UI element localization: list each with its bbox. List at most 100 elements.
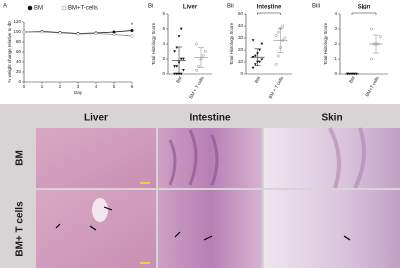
y-tick-label: 80 bbox=[16, 39, 22, 44]
point bbox=[182, 69, 185, 72]
point bbox=[175, 65, 179, 68]
y-axis-label: Total Histology Score bbox=[229, 22, 234, 65]
point bbox=[253, 63, 257, 66]
scale-bar bbox=[140, 262, 150, 264]
point bbox=[173, 65, 176, 68]
point bbox=[276, 30, 280, 34]
y-tick-label: 30 bbox=[238, 35, 244, 40]
point bbox=[378, 35, 382, 38]
point bbox=[195, 42, 199, 46]
y-tick-label: 0 bbox=[162, 71, 165, 76]
panel-label: A bbox=[3, 4, 7, 10]
point bbox=[182, 57, 185, 61]
x-tick-label: BM + T cells bbox=[188, 75, 205, 100]
histology-images bbox=[36, 127, 400, 268]
legend-marker bbox=[27, 5, 33, 11]
point bbox=[173, 72, 176, 76]
point bbox=[179, 27, 183, 31]
image bbox=[36, 128, 156, 188]
y-tick-label: 8 bbox=[162, 11, 165, 16]
image bbox=[158, 190, 262, 268]
point bbox=[260, 58, 264, 61]
legend-label: BM+T-cells bbox=[68, 6, 98, 12]
point bbox=[253, 54, 257, 58]
y-tick-label: 3 bbox=[334, 26, 337, 31]
point bbox=[281, 24, 285, 28]
y-tick-label: 120 bbox=[13, 19, 21, 24]
error-bar bbox=[373, 34, 379, 54]
y-tick-label: 4 bbox=[334, 11, 337, 16]
y-tick-label: 0 bbox=[334, 71, 337, 76]
point bbox=[370, 57, 374, 61]
villi bbox=[168, 129, 219, 186]
point bbox=[251, 66, 255, 70]
y-axis-label: Total Histology Score bbox=[323, 22, 328, 65]
point bbox=[258, 48, 262, 52]
vessel bbox=[92, 198, 108, 222]
error-bar bbox=[176, 46, 182, 75]
y-tick-label: 20 bbox=[238, 47, 244, 52]
point bbox=[94, 31, 98, 36]
point bbox=[58, 31, 62, 35]
point bbox=[283, 36, 287, 40]
legend-marker bbox=[61, 5, 67, 11]
x-tick-label: BM + T cells bbox=[268, 75, 285, 100]
y-tick-label: 1 bbox=[334, 56, 337, 61]
x-tick-label: 0 bbox=[23, 84, 26, 89]
point bbox=[203, 50, 207, 53]
point bbox=[130, 28, 134, 33]
y-tick-label: 2 bbox=[334, 41, 337, 46]
y-tick-label: 40 bbox=[16, 59, 22, 64]
x-tick-label: BM+T cells bbox=[364, 75, 380, 97]
panel-label: Bi bbox=[148, 4, 153, 10]
x-axis-label: Day bbox=[74, 90, 83, 95]
image bbox=[264, 128, 400, 188]
chart-title: Liver bbox=[183, 5, 198, 11]
y-axis-label: Total Histology Score bbox=[151, 22, 156, 65]
x-tick-label: 2 bbox=[59, 84, 62, 89]
point bbox=[40, 30, 44, 34]
error-bar bbox=[254, 48, 261, 66]
point bbox=[274, 62, 278, 66]
error-bar bbox=[277, 28, 284, 53]
x-tick-label: 5 bbox=[113, 84, 116, 89]
y-tick-label: 60 bbox=[16, 49, 22, 54]
chart-title: Intestine bbox=[257, 5, 282, 11]
point bbox=[195, 68, 199, 72]
point bbox=[130, 34, 134, 38]
x-tick-label: BM bbox=[254, 75, 262, 84]
y-tick-label: 100 bbox=[13, 29, 21, 34]
annotation: ** bbox=[362, 8, 367, 14]
image bbox=[264, 190, 400, 268]
y-tick-label: 0 bbox=[18, 79, 21, 84]
point bbox=[201, 53, 205, 57]
point bbox=[22, 30, 26, 34]
point bbox=[177, 35, 181, 38]
panel-label: Bii bbox=[227, 4, 234, 10]
point bbox=[76, 32, 80, 36]
point bbox=[276, 54, 280, 58]
row-header: BM bbox=[15, 150, 26, 166]
point bbox=[274, 34, 278, 38]
x-tick-label: 4 bbox=[95, 84, 98, 89]
bracket bbox=[351, 12, 377, 15]
chart-title: Skin bbox=[358, 5, 371, 11]
legend-label: BM bbox=[34, 6, 43, 12]
y-tick-label: 2 bbox=[162, 56, 165, 61]
point bbox=[173, 50, 176, 53]
x-tick-label: 6 bbox=[131, 84, 134, 89]
arrows bbox=[55, 206, 351, 241]
annotation: * bbox=[131, 23, 134, 29]
column-header: Intestine bbox=[189, 113, 231, 124]
y-tick-label: 20 bbox=[16, 69, 22, 74]
x-tick-label: 3 bbox=[77, 84, 80, 89]
scale-bar bbox=[140, 182, 150, 184]
column-header: Liver bbox=[84, 113, 108, 124]
y-tick-label: 4 bbox=[162, 41, 165, 46]
point bbox=[251, 39, 255, 42]
point bbox=[370, 27, 374, 31]
panel-label: Biii bbox=[312, 4, 320, 10]
point bbox=[112, 32, 116, 37]
x-tick-label: BM bbox=[348, 75, 356, 84]
